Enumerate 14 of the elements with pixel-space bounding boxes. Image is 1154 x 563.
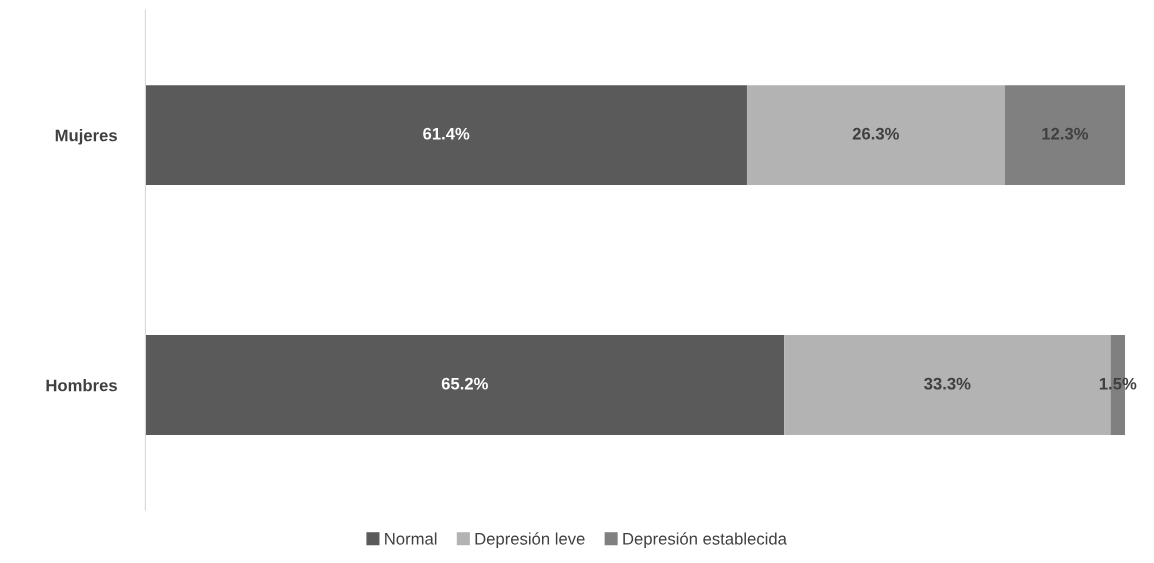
bar (145, 335, 785, 436)
data-label: 12.3% (1042, 127, 1089, 140)
data-label: 26.3% (852, 127, 899, 140)
legend-label: Normal (385, 532, 437, 545)
data-label: 65.2% (441, 377, 488, 390)
bar (746, 85, 1005, 186)
data-label: 33.3% (924, 377, 971, 390)
bar (1004, 85, 1126, 186)
legend-label: Depresión establecida (623, 532, 787, 548)
legend-label: Depresión leve (475, 532, 585, 548)
data-label: 61.4% (423, 127, 470, 140)
bar (145, 85, 747, 186)
y-tick-label: Hombres (46, 379, 117, 392)
y-tick-label: Mujeres (55, 129, 117, 145)
